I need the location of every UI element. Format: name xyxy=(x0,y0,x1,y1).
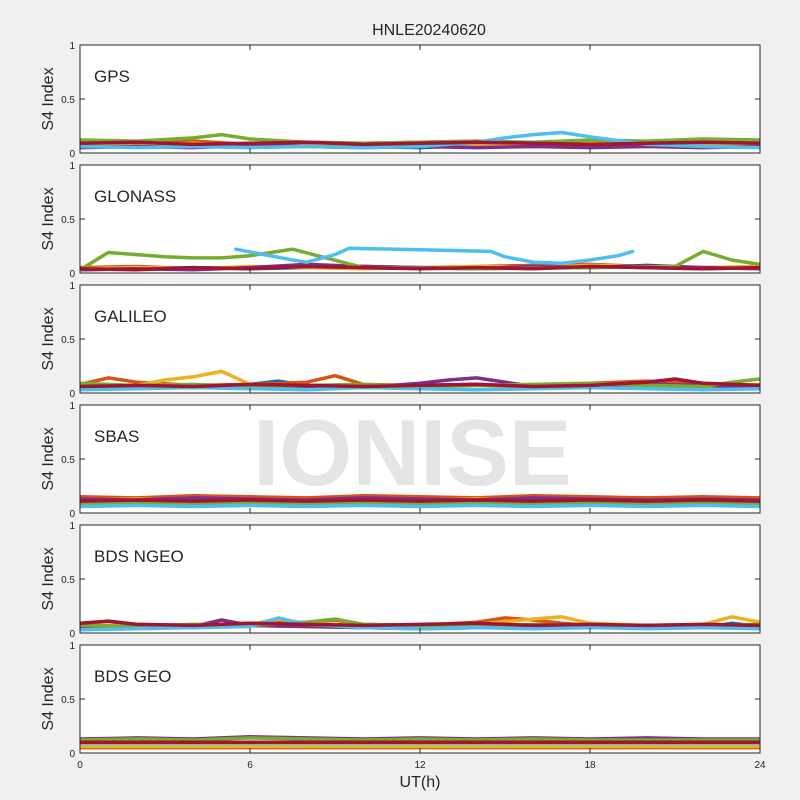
x-tick-label: 0 xyxy=(77,760,83,771)
y-tick-label: 1 xyxy=(69,401,75,412)
plot-area xyxy=(80,645,760,753)
series-group xyxy=(80,735,760,750)
x-tick-label: 24 xyxy=(754,760,766,771)
x-axis-label: UT(h) xyxy=(400,774,441,791)
y-tick-label: 0 xyxy=(69,749,75,760)
series-line xyxy=(80,503,760,509)
panel-bds-geo: 0 0.5 1 0 6 12 18 24 BDS GEO S4 Index xyxy=(40,641,766,771)
series-line xyxy=(80,736,760,742)
y-tick-label: 0 xyxy=(69,509,75,520)
panel-label: GALILEO xyxy=(94,307,167,326)
panel-label: BDS NGEO xyxy=(94,547,184,566)
series-line xyxy=(80,377,760,389)
y-tick-label: 0 xyxy=(69,629,75,640)
y-tick-label: 1 xyxy=(69,521,75,532)
panel-label: GLONASS xyxy=(94,187,176,206)
panel-label: SBAS xyxy=(94,427,139,446)
y-tick-label: 0.5 xyxy=(61,335,75,346)
y-tick-label: 0.5 xyxy=(61,95,75,106)
plot-area xyxy=(80,285,760,393)
plot-area xyxy=(80,45,760,153)
y-tick-label: 1 xyxy=(69,641,75,652)
y-tick-label: 1 xyxy=(69,161,75,172)
series-line xyxy=(80,140,760,147)
series-group xyxy=(80,130,760,150)
series-group xyxy=(80,615,760,632)
panel-bds-ngeo: 0 0.5 1 BDS NGEO S4 Index xyxy=(40,521,761,640)
y-tick-label: 0 xyxy=(69,269,75,280)
y-axis-label: S4 Index xyxy=(40,187,57,250)
y-tick-label: 0.5 xyxy=(61,575,75,586)
x-tick-label: 6 xyxy=(247,760,253,771)
panels-group: 0 0.5 1 GPS S4 Index 0 0.5 1 GLONASS S4 Index 0 0.5… xyxy=(40,41,766,771)
x-tick-label: 18 xyxy=(584,760,596,771)
plot-area xyxy=(80,525,760,633)
y-tick-label: 1 xyxy=(69,281,75,292)
plot-area xyxy=(80,165,760,273)
ionise-watermark: IONISE xyxy=(253,400,572,505)
series-group xyxy=(80,246,760,272)
panel-label: BDS GEO xyxy=(94,667,171,686)
series-line xyxy=(80,616,760,632)
panel-sbas: 0 0.5 1 SBAS S4 Index xyxy=(40,401,761,520)
panel-gps: 0 0.5 1 GPS S4 Index xyxy=(40,41,761,160)
panel-label: GPS xyxy=(94,67,130,86)
series-line xyxy=(80,498,760,503)
x-tick-label: 12 xyxy=(414,760,426,771)
y-tick-label: 0.5 xyxy=(61,455,75,466)
y-axis-label: S4 Index xyxy=(40,547,57,610)
series-line xyxy=(80,501,760,507)
panel-galileo: 0 0.5 1 GALILEO S4 Index xyxy=(40,281,761,400)
series-line xyxy=(80,493,760,500)
y-tick-label: 0.5 xyxy=(61,215,75,226)
panel-glonass: 0 0.5 1 GLONASS S4 Index xyxy=(40,161,761,280)
y-axis-label: S4 Index xyxy=(40,67,57,130)
y-tick-label: 1 xyxy=(69,41,75,52)
y-axis-label: S4 Index xyxy=(40,667,57,730)
series-line xyxy=(80,247,760,272)
figure-title: HNLE20240620 xyxy=(372,22,486,39)
y-axis-label: S4 Index xyxy=(40,427,57,490)
y-tick-label: 0.5 xyxy=(61,695,75,706)
series-line xyxy=(80,619,760,628)
y-axis-label: S4 Index xyxy=(40,307,57,370)
series-line xyxy=(234,246,635,266)
y-tick-label: 0 xyxy=(69,149,75,160)
y-tick-label: 0 xyxy=(69,389,75,400)
series-group xyxy=(80,369,760,392)
series-group xyxy=(80,493,760,509)
